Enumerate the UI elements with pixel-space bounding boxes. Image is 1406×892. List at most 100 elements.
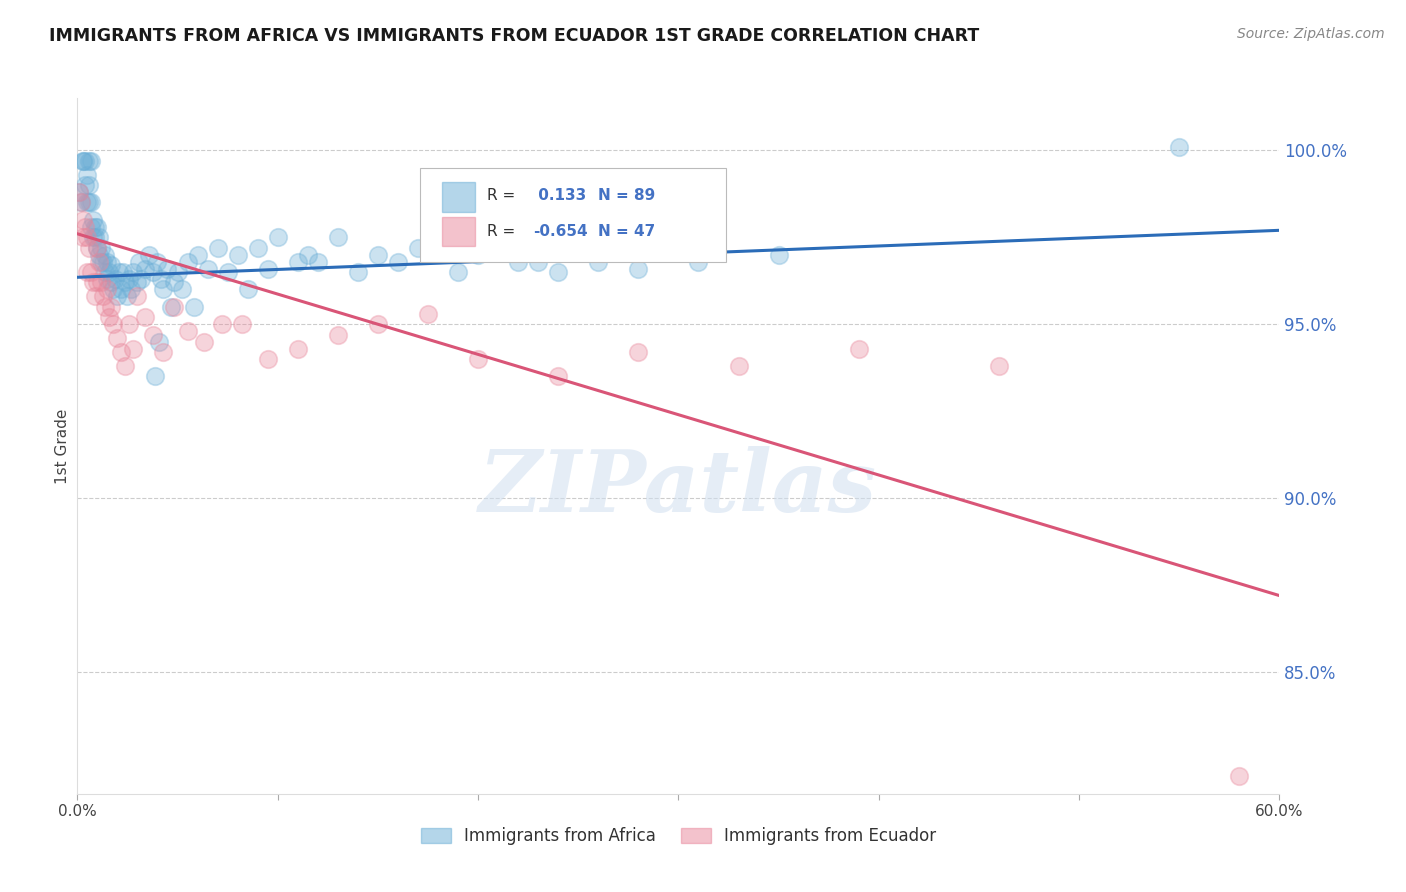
- Point: [127, 289, 149, 303]
- Point: [89, 254, 111, 268]
- Point: [176, 254, 198, 268]
- Point: [82, 212, 104, 227]
- Point: [84, 230, 107, 244]
- Point: [166, 265, 188, 279]
- Point: [134, 310, 156, 325]
- Point: [122, 342, 145, 356]
- Point: [100, 276, 122, 290]
- Point: [146, 254, 169, 268]
- Point: [150, 272, 173, 286]
- Point: [256, 261, 278, 276]
- Point: [848, 342, 870, 356]
- Point: [80, 265, 103, 279]
- Point: [79, 178, 101, 192]
- Point: [326, 230, 349, 244]
- Point: [152, 282, 174, 296]
- Point: [72, 153, 94, 168]
- Point: [96, 282, 118, 296]
- Point: [76, 195, 98, 210]
- Point: [94, 247, 117, 261]
- Point: [122, 265, 145, 279]
- Point: [768, 247, 790, 261]
- Point: [84, 289, 107, 303]
- Point: [547, 369, 569, 384]
- Point: [118, 317, 141, 331]
- Point: [80, 219, 103, 234]
- Point: [72, 153, 94, 168]
- Point: [104, 272, 127, 286]
- Point: [406, 241, 429, 255]
- Point: [108, 265, 131, 279]
- Text: R =: R =: [488, 224, 520, 238]
- Point: [96, 272, 118, 286]
- Point: [67, 185, 90, 199]
- Point: [547, 265, 569, 279]
- Point: [96, 254, 118, 268]
- Point: [70, 195, 93, 210]
- Point: [607, 241, 630, 255]
- Point: [86, 219, 108, 234]
- Point: [90, 276, 112, 290]
- Point: [76, 230, 98, 244]
- Point: [76, 265, 98, 279]
- Point: [142, 327, 165, 342]
- Point: [84, 219, 107, 234]
- Point: [387, 254, 409, 268]
- Point: [94, 265, 117, 279]
- Point: [118, 272, 141, 286]
- Text: N = 89: N = 89: [598, 188, 655, 203]
- Legend: Immigrants from Africa, Immigrants from Ecuador: Immigrants from Africa, Immigrants from …: [413, 821, 943, 852]
- Point: [120, 282, 142, 296]
- Point: [79, 241, 101, 255]
- Point: [134, 261, 156, 276]
- Point: [82, 230, 104, 244]
- Point: [183, 300, 205, 314]
- Point: [467, 351, 489, 366]
- Point: [72, 212, 94, 227]
- Point: [176, 324, 198, 338]
- Point: [79, 153, 101, 168]
- Y-axis label: 1st Grade: 1st Grade: [55, 409, 70, 483]
- Point: [86, 241, 108, 255]
- Point: [70, 195, 93, 210]
- Point: [152, 345, 174, 359]
- Text: 0.133: 0.133: [533, 188, 586, 203]
- Point: [107, 331, 129, 345]
- Point: [114, 359, 136, 373]
- Point: [367, 317, 389, 331]
- Point: [128, 254, 150, 268]
- Point: [267, 230, 290, 244]
- Point: [90, 254, 112, 268]
- Point: [447, 265, 470, 279]
- Point: [148, 334, 170, 349]
- Point: [89, 230, 111, 244]
- Point: [79, 195, 101, 210]
- Point: [117, 289, 139, 303]
- Point: [627, 261, 650, 276]
- Point: [103, 282, 125, 296]
- Point: [138, 247, 160, 261]
- Point: [98, 310, 121, 325]
- Point: [107, 289, 129, 303]
- Text: -0.654: -0.654: [533, 224, 588, 238]
- Point: [627, 345, 650, 359]
- Point: [588, 254, 610, 268]
- Point: [131, 272, 153, 286]
- Point: [86, 241, 108, 255]
- Point: [72, 230, 94, 244]
- Point: [156, 261, 179, 276]
- Point: [367, 247, 389, 261]
- Point: [193, 334, 215, 349]
- Point: [727, 359, 749, 373]
- Point: [100, 258, 122, 272]
- Point: [326, 327, 349, 342]
- Point: [307, 254, 329, 268]
- Point: [186, 247, 209, 261]
- Point: [80, 153, 103, 168]
- Point: [256, 351, 278, 366]
- Point: [75, 178, 97, 192]
- Point: [231, 317, 253, 331]
- Point: [211, 317, 233, 331]
- Point: [170, 282, 193, 296]
- Point: [226, 247, 249, 261]
